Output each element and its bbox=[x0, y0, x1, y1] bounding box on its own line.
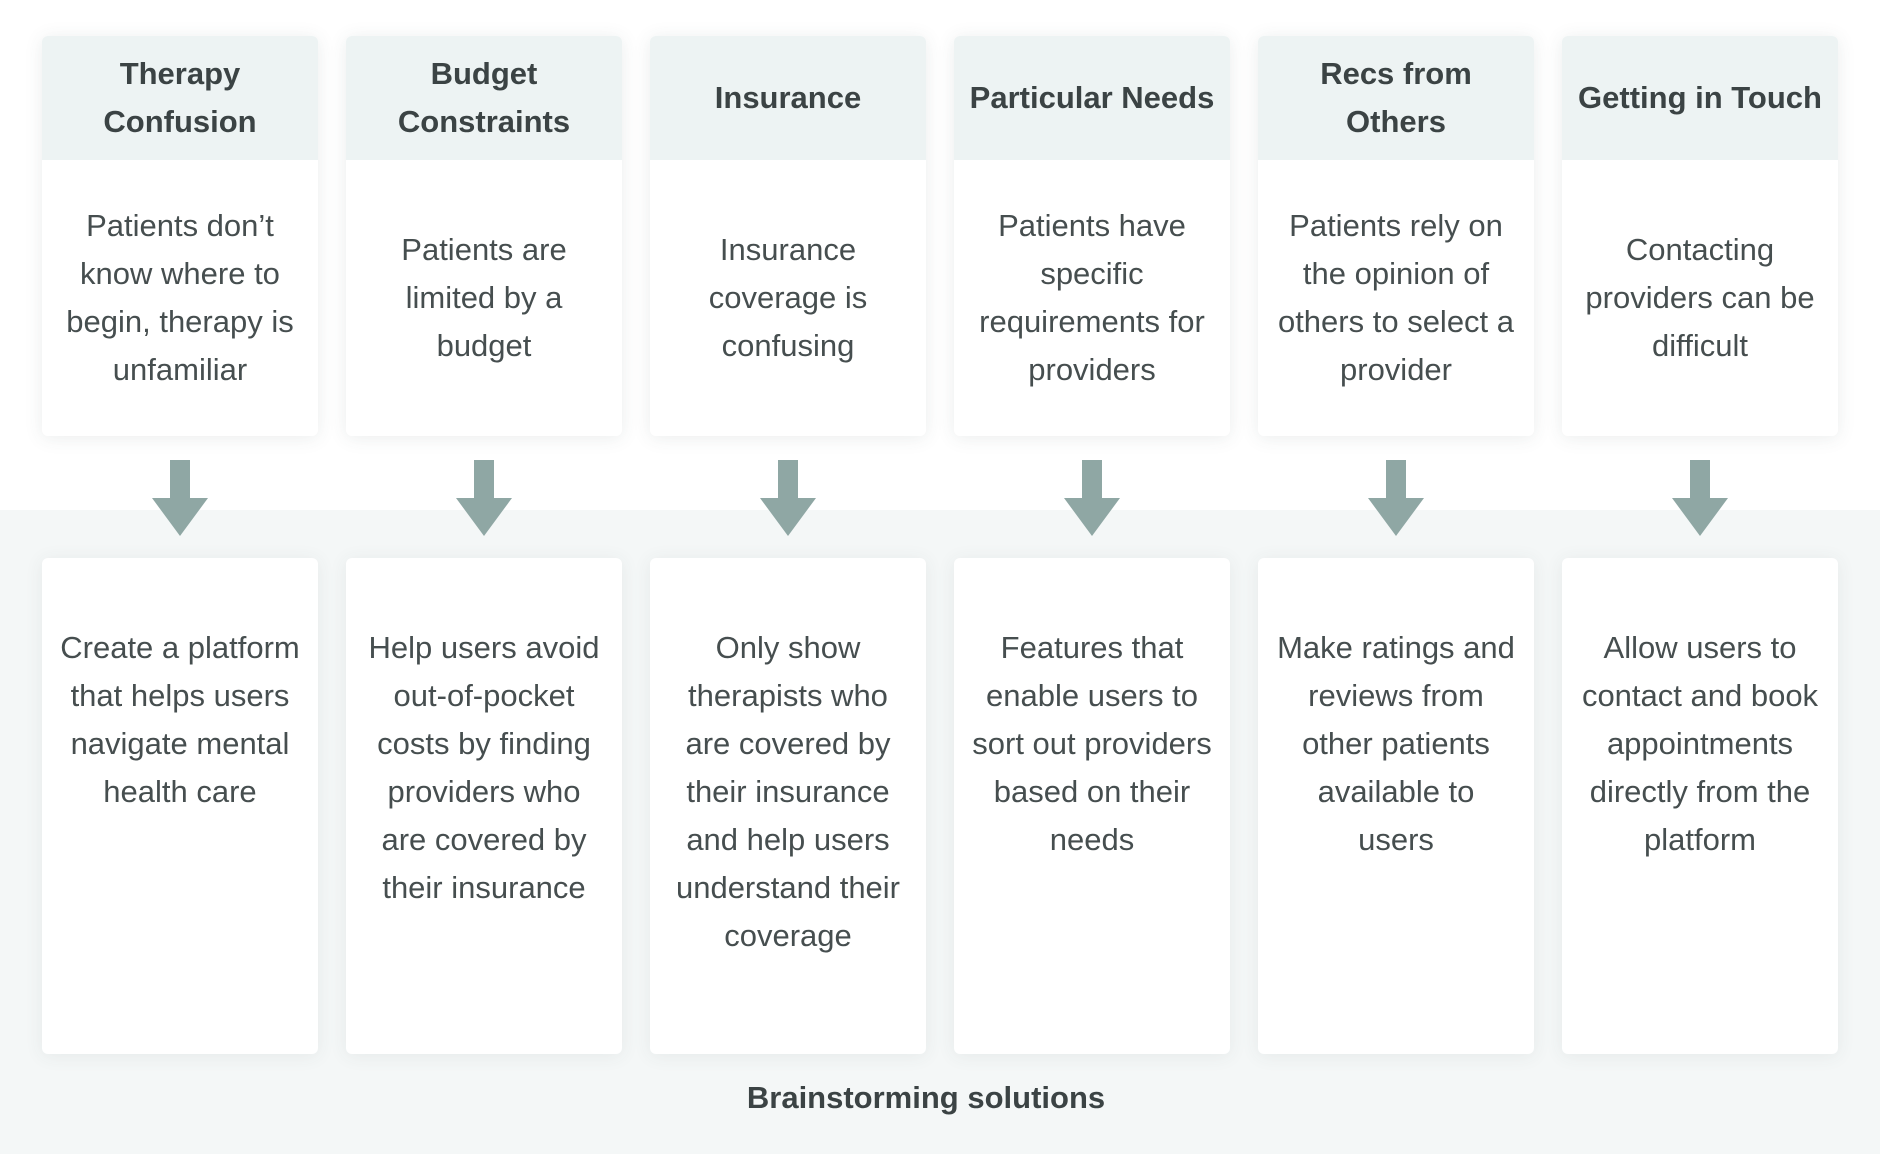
problem-title: Insurance bbox=[650, 36, 926, 160]
problem-card: Particular Needs Patients have specific … bbox=[954, 36, 1230, 436]
arrow-down-icon bbox=[1368, 460, 1424, 536]
problem-title: Getting in Touch bbox=[1562, 36, 1838, 160]
arrow-down-icon bbox=[456, 460, 512, 536]
arrow-down-icon bbox=[760, 460, 816, 536]
band-label: Brainstorming solutions bbox=[746, 1080, 1106, 1115]
problem-title: Therapy Confusion bbox=[42, 36, 318, 160]
solution-card: Allow users to contact and book appointm… bbox=[1562, 558, 1838, 1054]
arrow-down-icon bbox=[1672, 460, 1728, 536]
solution-card: Create a platform that helps users navig… bbox=[42, 558, 318, 1054]
solution-card: Make ratings and reviews from other pati… bbox=[1258, 558, 1534, 1054]
solution-card: Features that enable users to sort out p… bbox=[954, 558, 1230, 1054]
problem-title: Particular Needs bbox=[954, 36, 1230, 160]
solution-card: Help users avoid out-of-pocket costs by … bbox=[346, 558, 622, 1054]
problem-title: Recs from Others bbox=[1258, 36, 1534, 160]
solution-card: Only show therapists who are covered by … bbox=[650, 558, 926, 1054]
arrow-down-icon bbox=[1064, 460, 1120, 536]
problem-description: Patients are limited by a budget bbox=[401, 232, 567, 363]
arrow-down-icon bbox=[152, 460, 208, 536]
problem-description: Contacting providers can be difficult bbox=[1585, 232, 1815, 363]
problem-card: Recs from Others Patients rely on the op… bbox=[1258, 36, 1534, 436]
problem-card: Budget Constraints Patients are limited … bbox=[346, 36, 622, 436]
problem-title: Budget Constraints bbox=[346, 36, 622, 160]
problem-description: Patients don’t know where to begin, ther… bbox=[66, 208, 294, 387]
problem-card: Getting in Touch Contacting providers ca… bbox=[1562, 36, 1838, 436]
problem-description: Patients have specific requirements for … bbox=[979, 208, 1205, 387]
problem-description: Insurance coverage is confusing bbox=[708, 232, 868, 363]
problem-card: Insurance Insurance coverage is confusin… bbox=[650, 36, 926, 436]
problem-card: Therapy Confusion Patients don’t know wh… bbox=[42, 36, 318, 436]
problem-description: Patients rely on the opinion of others t… bbox=[1277, 208, 1515, 387]
